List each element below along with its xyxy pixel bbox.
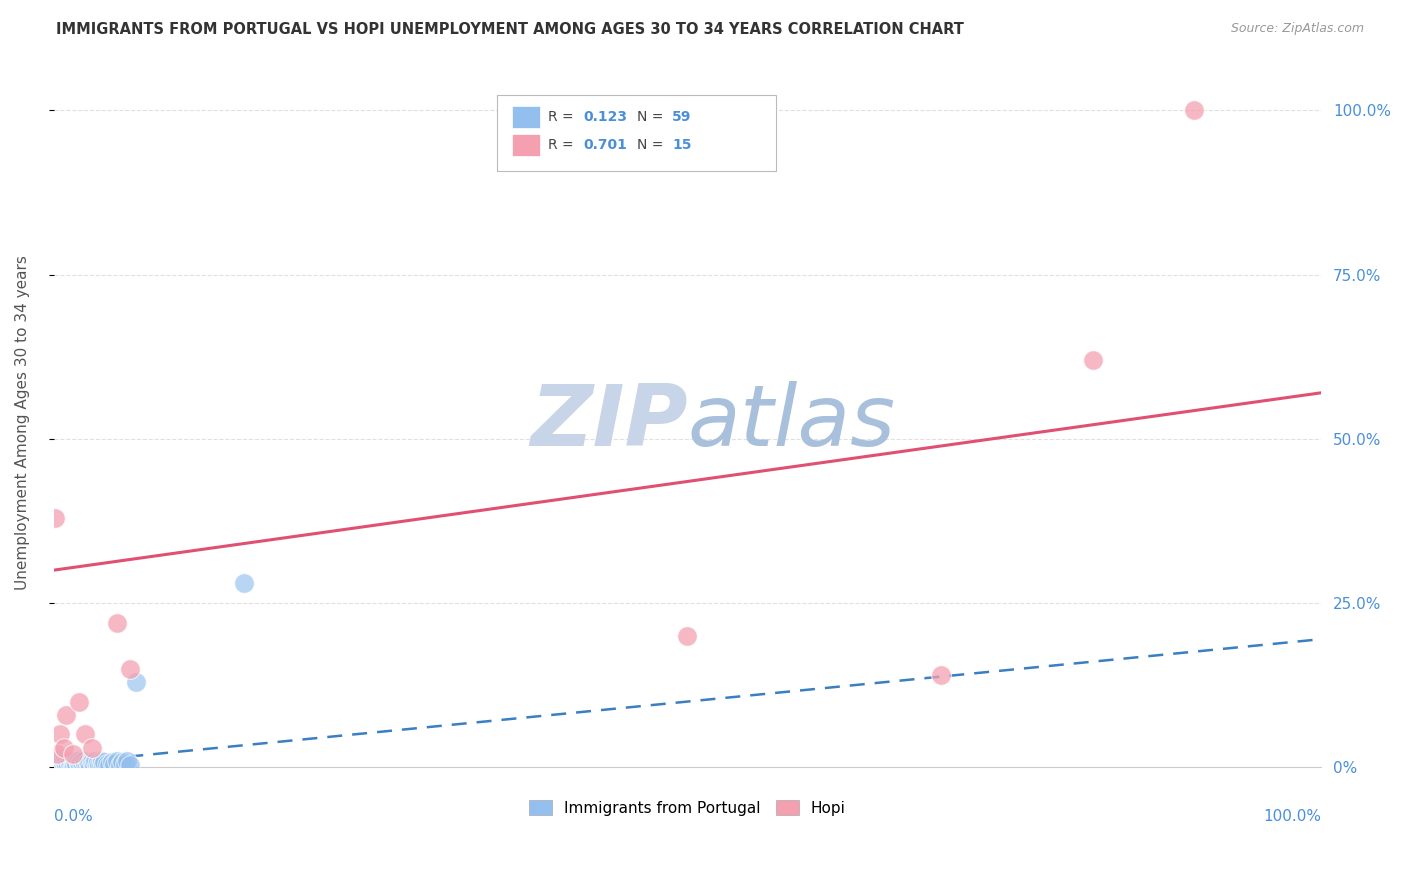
Point	[83, 758, 105, 772]
FancyBboxPatch shape	[498, 95, 776, 170]
Point	[108, 758, 131, 772]
Point	[69, 758, 91, 772]
Point	[98, 758, 121, 772]
FancyBboxPatch shape	[512, 134, 540, 156]
Text: 15: 15	[672, 138, 692, 152]
Text: IMMIGRANTS FROM PORTUGAL VS HOPI UNEMPLOYMENT AMONG AGES 30 TO 34 YEARS CORRELAT: IMMIGRANTS FROM PORTUGAL VS HOPI UNEMPLO…	[56, 22, 965, 37]
Point	[76, 758, 98, 772]
Point	[55, 755, 77, 769]
Point	[76, 755, 98, 769]
Point	[80, 740, 103, 755]
Point	[55, 707, 77, 722]
Point	[56, 758, 79, 772]
Text: R =: R =	[548, 111, 578, 125]
Point	[79, 760, 101, 774]
Point	[44, 510, 66, 524]
Point	[105, 754, 128, 768]
Point	[105, 615, 128, 630]
Point	[46, 747, 69, 761]
Point	[96, 756, 118, 771]
Text: ZIP: ZIP	[530, 381, 688, 464]
Point	[676, 629, 699, 643]
Point	[929, 668, 952, 682]
Point	[59, 756, 82, 771]
Text: 59: 59	[672, 111, 692, 125]
Point	[51, 755, 73, 769]
Point	[52, 754, 75, 768]
Point	[62, 756, 84, 771]
Point	[232, 576, 254, 591]
Text: N =: N =	[637, 111, 668, 125]
Legend: Immigrants from Portugal, Hopi: Immigrants from Portugal, Hopi	[523, 794, 852, 822]
Point	[62, 747, 84, 761]
Point	[65, 756, 87, 771]
Point	[89, 758, 111, 772]
Point	[93, 755, 115, 769]
Point	[115, 754, 138, 768]
Point	[49, 752, 72, 766]
Point	[48, 756, 70, 771]
Text: 0.0%: 0.0%	[53, 809, 93, 823]
Point	[125, 674, 148, 689]
Text: R =: R =	[548, 138, 578, 152]
Point	[86, 756, 108, 771]
Point	[49, 758, 72, 772]
Point	[75, 727, 97, 741]
Point	[62, 760, 84, 774]
Point	[75, 756, 97, 771]
Point	[45, 760, 67, 774]
Point	[87, 755, 110, 769]
Text: 0.701: 0.701	[583, 138, 627, 152]
Point	[118, 758, 141, 772]
Point	[52, 760, 75, 774]
Point	[89, 756, 111, 771]
Point	[51, 760, 73, 774]
Text: 100.0%: 100.0%	[1263, 809, 1322, 823]
Point	[73, 754, 96, 768]
Point	[63, 758, 86, 772]
Point	[49, 727, 72, 741]
Point	[118, 662, 141, 676]
Point	[82, 756, 104, 771]
Point	[80, 755, 103, 769]
Point	[53, 756, 76, 771]
Point	[90, 754, 112, 768]
Point	[70, 755, 93, 769]
Text: 0.123: 0.123	[583, 111, 627, 125]
Text: Source: ZipAtlas.com: Source: ZipAtlas.com	[1230, 22, 1364, 36]
Point	[46, 755, 69, 769]
FancyBboxPatch shape	[512, 106, 540, 128]
Point	[67, 756, 90, 771]
Point	[72, 756, 94, 771]
Point	[58, 754, 80, 768]
Point	[91, 758, 114, 772]
Text: atlas: atlas	[688, 381, 896, 464]
Point	[51, 756, 73, 771]
Point	[60, 755, 83, 769]
Point	[77, 756, 100, 771]
Point	[52, 740, 75, 755]
Point	[44, 756, 66, 771]
Point	[45, 754, 67, 768]
Y-axis label: Unemployment Among Ages 30 to 34 years: Unemployment Among Ages 30 to 34 years	[15, 255, 30, 590]
Point	[66, 754, 89, 768]
Point	[1184, 103, 1206, 118]
Point	[63, 755, 86, 769]
Point	[67, 695, 90, 709]
Point	[1081, 353, 1104, 368]
Point	[111, 755, 134, 769]
Point	[84, 754, 107, 768]
Point	[46, 760, 69, 774]
Point	[55, 760, 77, 774]
Point	[103, 756, 125, 771]
Point	[114, 756, 136, 771]
Point	[101, 755, 124, 769]
Text: N =: N =	[637, 138, 668, 152]
